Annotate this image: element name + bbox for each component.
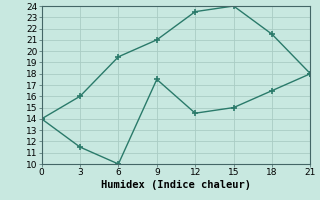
X-axis label: Humidex (Indice chaleur): Humidex (Indice chaleur) — [101, 180, 251, 190]
